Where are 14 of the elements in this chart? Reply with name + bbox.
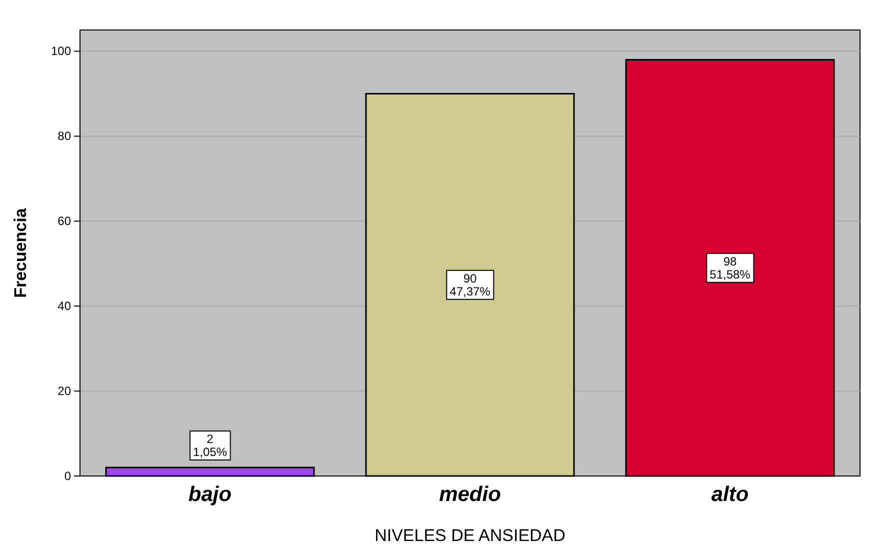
y-axis-title: Frecuencia: [11, 208, 30, 298]
x-tick-label: medio: [439, 482, 502, 506]
x-tick-label: bajo: [188, 482, 232, 506]
y-tick-label: 80: [58, 129, 72, 144]
data-label: 2 1,05%: [192, 432, 228, 460]
y-tick-label: 60: [58, 214, 72, 228]
x-axis-title: NIVELES DE ANSIEDAD: [374, 526, 566, 545]
data-label: 98 51,58%: [710, 254, 751, 282]
y-tick-label: 40: [58, 298, 72, 313]
y-tick-label: 0: [64, 468, 72, 483]
y-tick-label: 100: [50, 44, 72, 58]
x-tick-label: alto: [711, 482, 749, 506]
data-label: 90 47,37%: [450, 271, 491, 298]
y-tick-label: 20: [58, 384, 72, 398]
